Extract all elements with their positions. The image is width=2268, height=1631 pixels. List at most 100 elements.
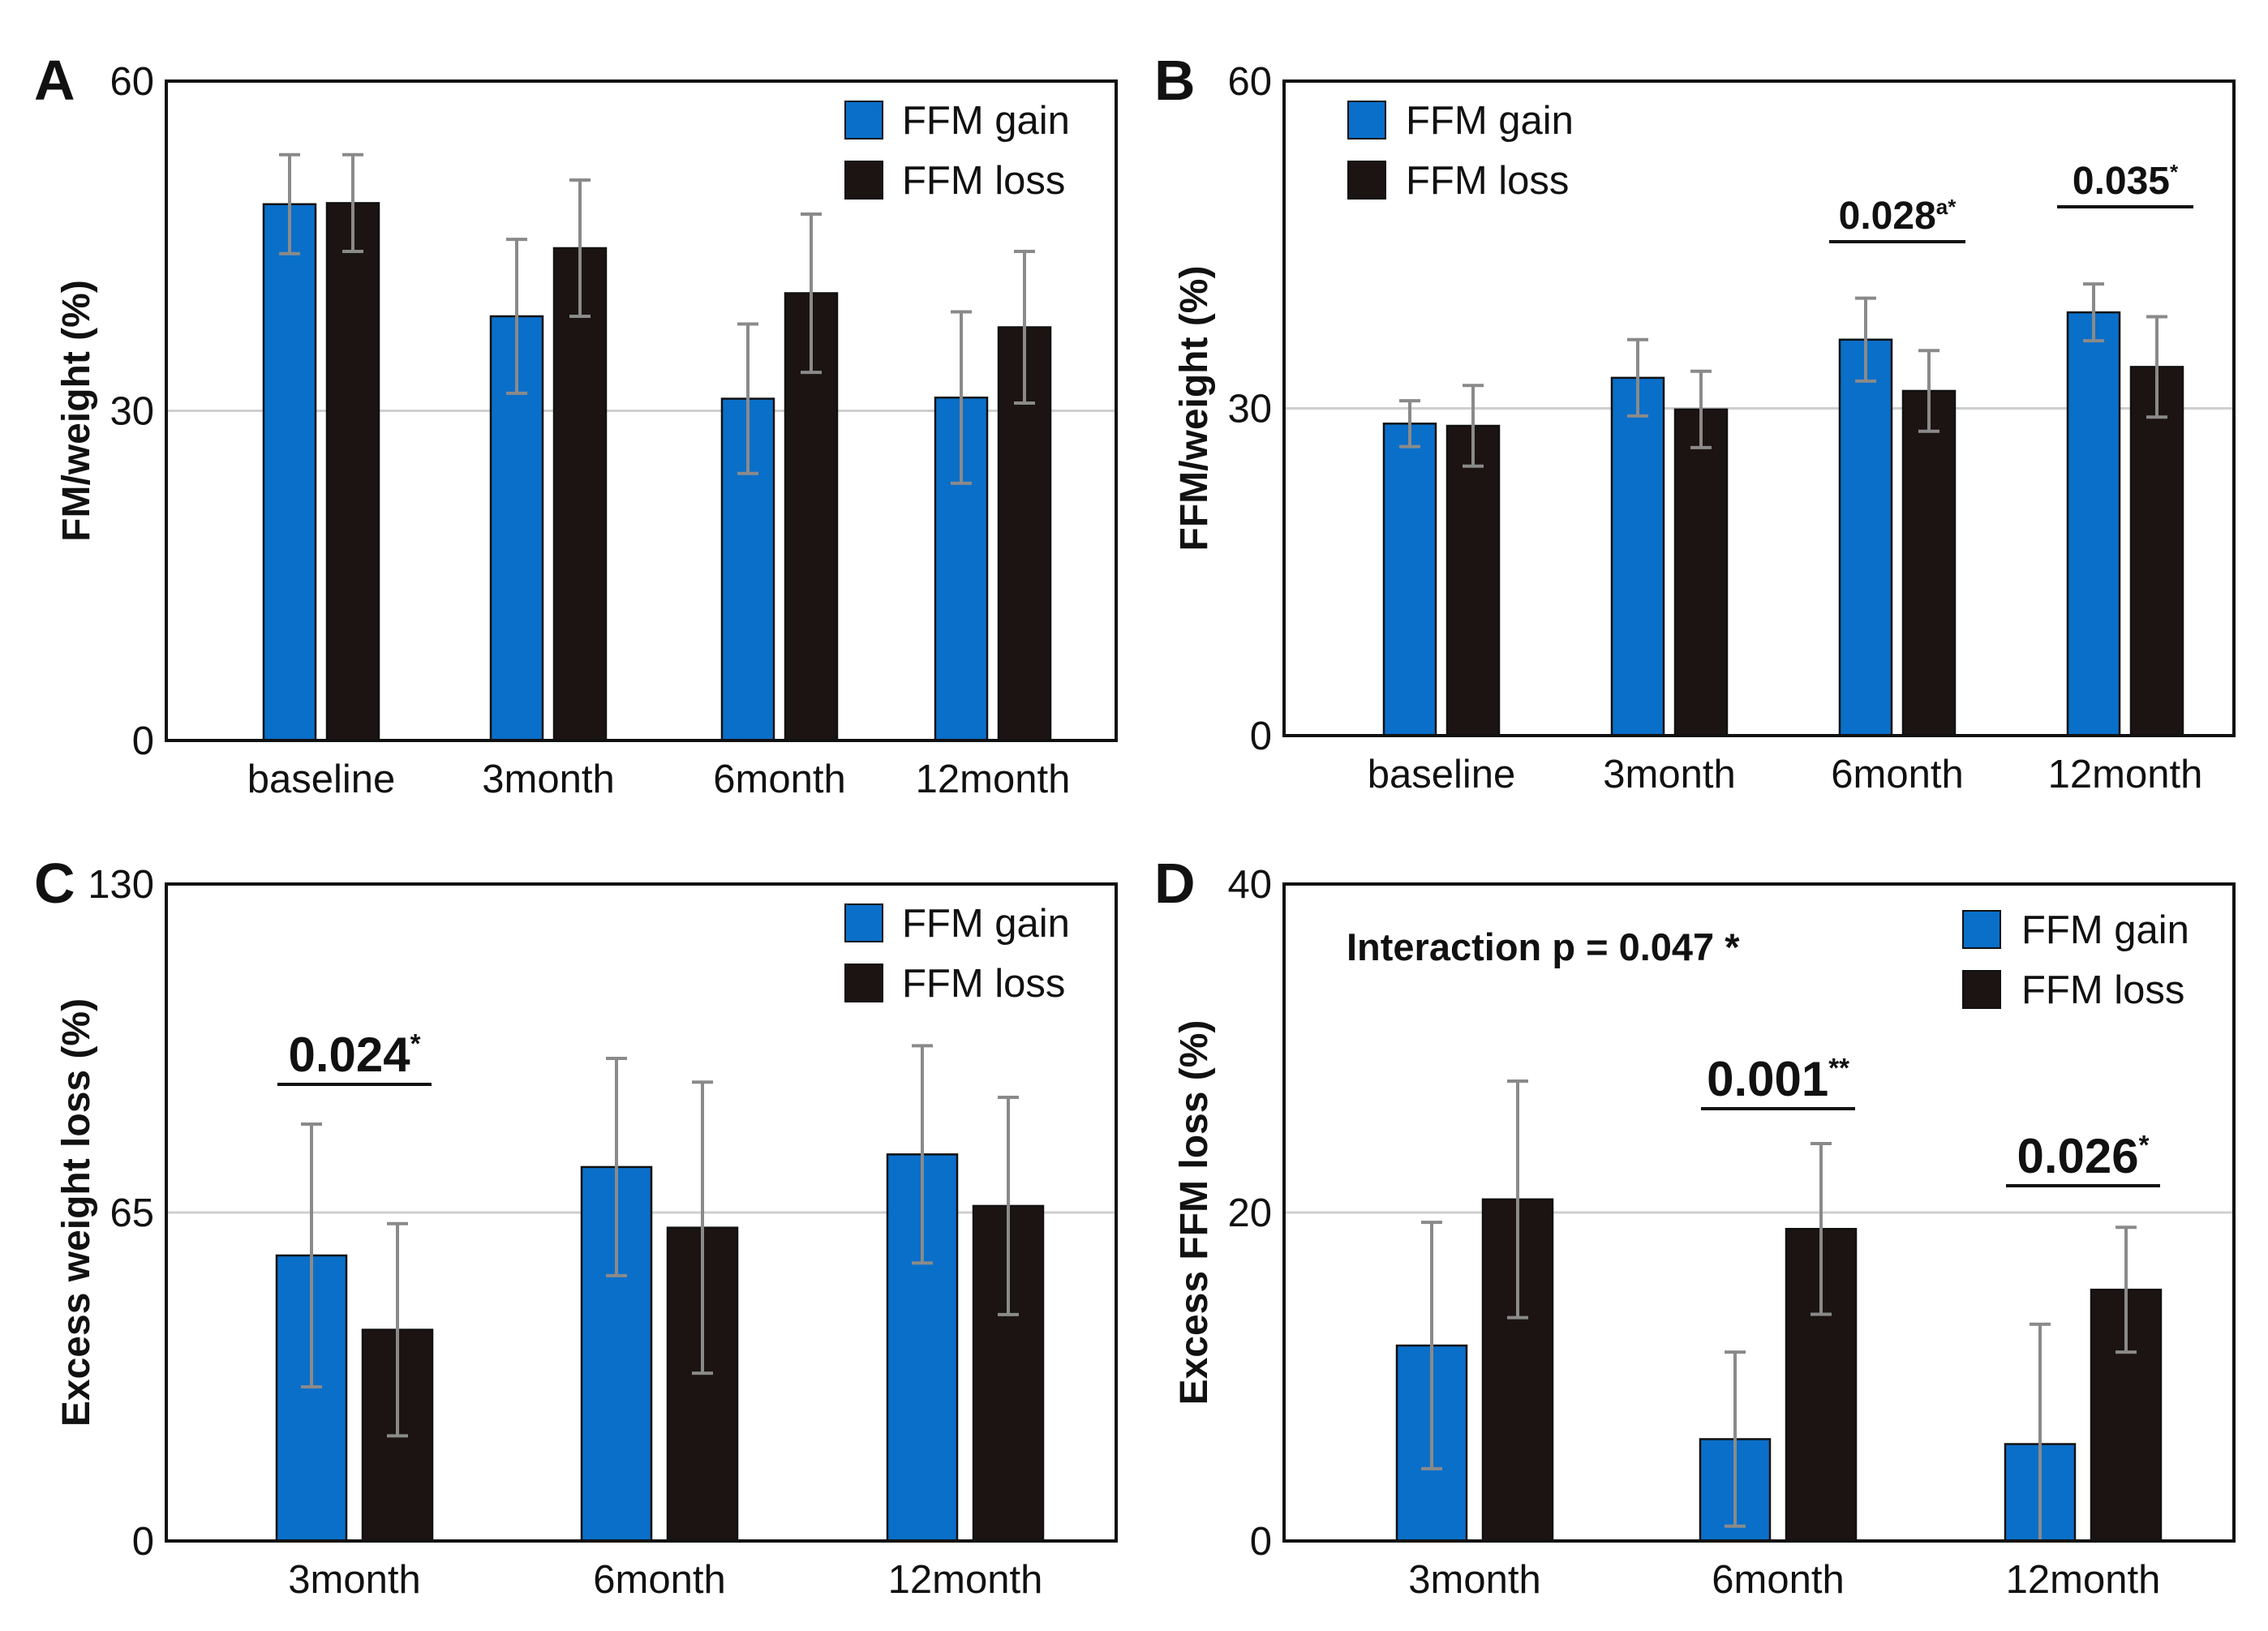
bar-b-gain-3 xyxy=(2066,311,2121,737)
panel-c: C 0 65 130 Excess weight loss (%) 3month 6mont… xyxy=(34,852,1118,1602)
significance-label: 0.024* xyxy=(289,1028,421,1082)
legend-label-c-0: FFM gain xyxy=(902,902,1070,946)
error-bar-a-loss-3 xyxy=(1014,250,1035,406)
y-tick-label-d-1: 20 xyxy=(1227,1191,1272,1235)
y-tick-label-a-2: 60 xyxy=(110,60,154,104)
y-tick-label-c-2: 130 xyxy=(88,863,154,907)
panel-a: A 0 30 60 FM/weight (%) baseline 3month 6month 1… xyxy=(34,49,1118,801)
x-tick-label-c-0: 3month xyxy=(288,1558,420,1602)
legend-swatch-c-1 xyxy=(844,964,883,1002)
significance-label: 0.028a* xyxy=(1839,195,1957,238)
error-bar-b-loss-3 xyxy=(2146,315,2167,419)
legend-swatch-b-1 xyxy=(1347,161,1386,200)
error-bar-d-loss-0 xyxy=(1507,1079,1528,1320)
x-tick-label-b-1: 3month xyxy=(1603,753,1735,796)
bar-a-loss-0 xyxy=(325,202,380,742)
bar-b-loss-1 xyxy=(1673,408,1729,737)
x-tick-label-b-2: 6month xyxy=(1831,753,1963,796)
y-tick-label-a-1: 30 xyxy=(110,390,154,434)
error-bar-c-gain-1 xyxy=(606,1056,627,1277)
error-bar-b-gain-1 xyxy=(1627,337,1648,418)
y-tick-label-c-1: 65 xyxy=(110,1191,154,1235)
error-bar-b-loss-0 xyxy=(1463,384,1484,468)
bar-b-loss-2 xyxy=(1901,389,1957,737)
y-tick-label-c-0: 0 xyxy=(132,1520,154,1564)
error-bar-d-gain-0 xyxy=(1421,1221,1442,1470)
y-tick-label-b-0: 0 xyxy=(1250,715,1272,758)
x-tick-label-b-0: baseline xyxy=(1368,753,1516,796)
panel-letter-d: D xyxy=(1154,852,1196,915)
error-bar-a-loss-0 xyxy=(342,152,363,254)
y-axis-label-b: FFM/weight (%) xyxy=(1173,266,1216,552)
error-bar-c-loss-2 xyxy=(998,1095,1019,1316)
x-tick-label-c-1: 6month xyxy=(593,1558,725,1602)
y-tick-label-b-2: 60 xyxy=(1227,60,1272,104)
x-tick-label-c-2: 12month xyxy=(888,1558,1043,1602)
significance-c-0: 0.024* xyxy=(277,1028,432,1086)
error-bar-d-loss-2 xyxy=(2116,1225,2137,1354)
error-bar-a-gain-0 xyxy=(279,152,300,255)
x-tick-label-b-3: 12month xyxy=(2048,753,2203,796)
interaction-note-d: Interaction p = 0.047 * xyxy=(1347,925,1740,968)
bar-b-loss-0 xyxy=(1445,424,1501,737)
error-bar-a-gain-2 xyxy=(737,322,758,475)
x-tick-label-a-0: baseline xyxy=(247,758,396,801)
bar-b-gain-0 xyxy=(1382,423,1437,737)
legend-swatch-b-0 xyxy=(1347,101,1386,139)
error-bar-b-gain-2 xyxy=(1855,296,1876,383)
plot-frame-b xyxy=(1282,79,2236,737)
legend-swatch-d-1 xyxy=(1962,970,2001,1009)
significance-label: 0.035* xyxy=(2073,160,2179,203)
bar-b-gain-2 xyxy=(1838,338,1893,737)
significance-label: 0.001** xyxy=(1707,1052,1849,1106)
error-bar-c-gain-0 xyxy=(301,1122,322,1388)
x-tick-label-d-2: 12month xyxy=(2006,1558,2161,1602)
legend-swatch-a-0 xyxy=(844,101,883,139)
significance-label: 0.026* xyxy=(2017,1129,2150,1183)
panel-letter-a: A xyxy=(34,49,75,112)
legend-swatch-a-1 xyxy=(844,161,883,200)
bar-b-gain-1 xyxy=(1610,376,1665,737)
significance-b-0: 0.028a* xyxy=(1829,195,1965,243)
legend-label-c-1: FFM loss xyxy=(902,962,1065,1006)
x-tick-label-a-1: 3month xyxy=(482,758,614,801)
panel-d: D 0 20 40 Excess FFM loss (%) 3month 6month 12m… xyxy=(1154,852,2236,1602)
legend-label-b-1: FFM loss xyxy=(1406,159,1569,203)
error-bar-d-loss-1 xyxy=(1811,1141,1832,1316)
bar-b-loss-3 xyxy=(2129,366,2184,737)
legend-label-b-0: FFM gain xyxy=(1406,99,1574,143)
y-tick-label-d-2: 40 xyxy=(1227,863,1272,907)
error-bar-c-gain-2 xyxy=(912,1044,933,1265)
x-tick-label-a-3: 12month xyxy=(916,758,1071,801)
legend-swatch-d-0 xyxy=(1962,910,2001,949)
y-tick-label-a-0: 0 xyxy=(132,719,154,763)
error-bar-b-gain-0 xyxy=(1399,399,1420,449)
panel-letter-b: B xyxy=(1154,49,1196,112)
y-axis-label-c: Excess weight loss (%) xyxy=(55,998,98,1427)
y-tick-label-b-1: 30 xyxy=(1227,388,1272,431)
error-bar-d-gain-2 xyxy=(2030,1322,2051,1541)
legend-label-d-0: FFM gain xyxy=(2021,908,2189,952)
error-bar-a-loss-2 xyxy=(801,212,822,375)
error-bar-b-loss-1 xyxy=(1690,369,1712,449)
y-axis-label-d: Excess FFM loss (%) xyxy=(1173,1020,1216,1406)
y-tick-label-d-0: 0 xyxy=(1250,1520,1272,1564)
legend-swatch-c-0 xyxy=(844,903,883,942)
significance-d-1: 0.026* xyxy=(2006,1129,2160,1187)
error-bar-a-gain-3 xyxy=(951,310,972,485)
error-bar-c-loss-0 xyxy=(387,1221,408,1438)
x-tick-label-d-1: 6month xyxy=(1712,1558,1844,1602)
error-bar-a-loss-1 xyxy=(569,178,591,318)
error-bar-a-gain-1 xyxy=(506,238,527,395)
panel-b: B 0 30 60 FFM/weight (%) baseline 3month 6month… xyxy=(1154,49,2236,796)
legend-label-d-1: FFM loss xyxy=(2021,968,2184,1012)
bar-a-gain-0 xyxy=(262,203,317,742)
error-bar-c-loss-1 xyxy=(692,1080,713,1376)
y-axis-label-a: FM/weight (%) xyxy=(55,280,98,542)
significance-d-0: 0.001** xyxy=(1701,1052,1855,1110)
x-tick-label-d-0: 3month xyxy=(1408,1558,1540,1602)
legend-label-a-1: FFM loss xyxy=(902,159,1065,203)
plot-frame-d xyxy=(1282,882,2236,1543)
